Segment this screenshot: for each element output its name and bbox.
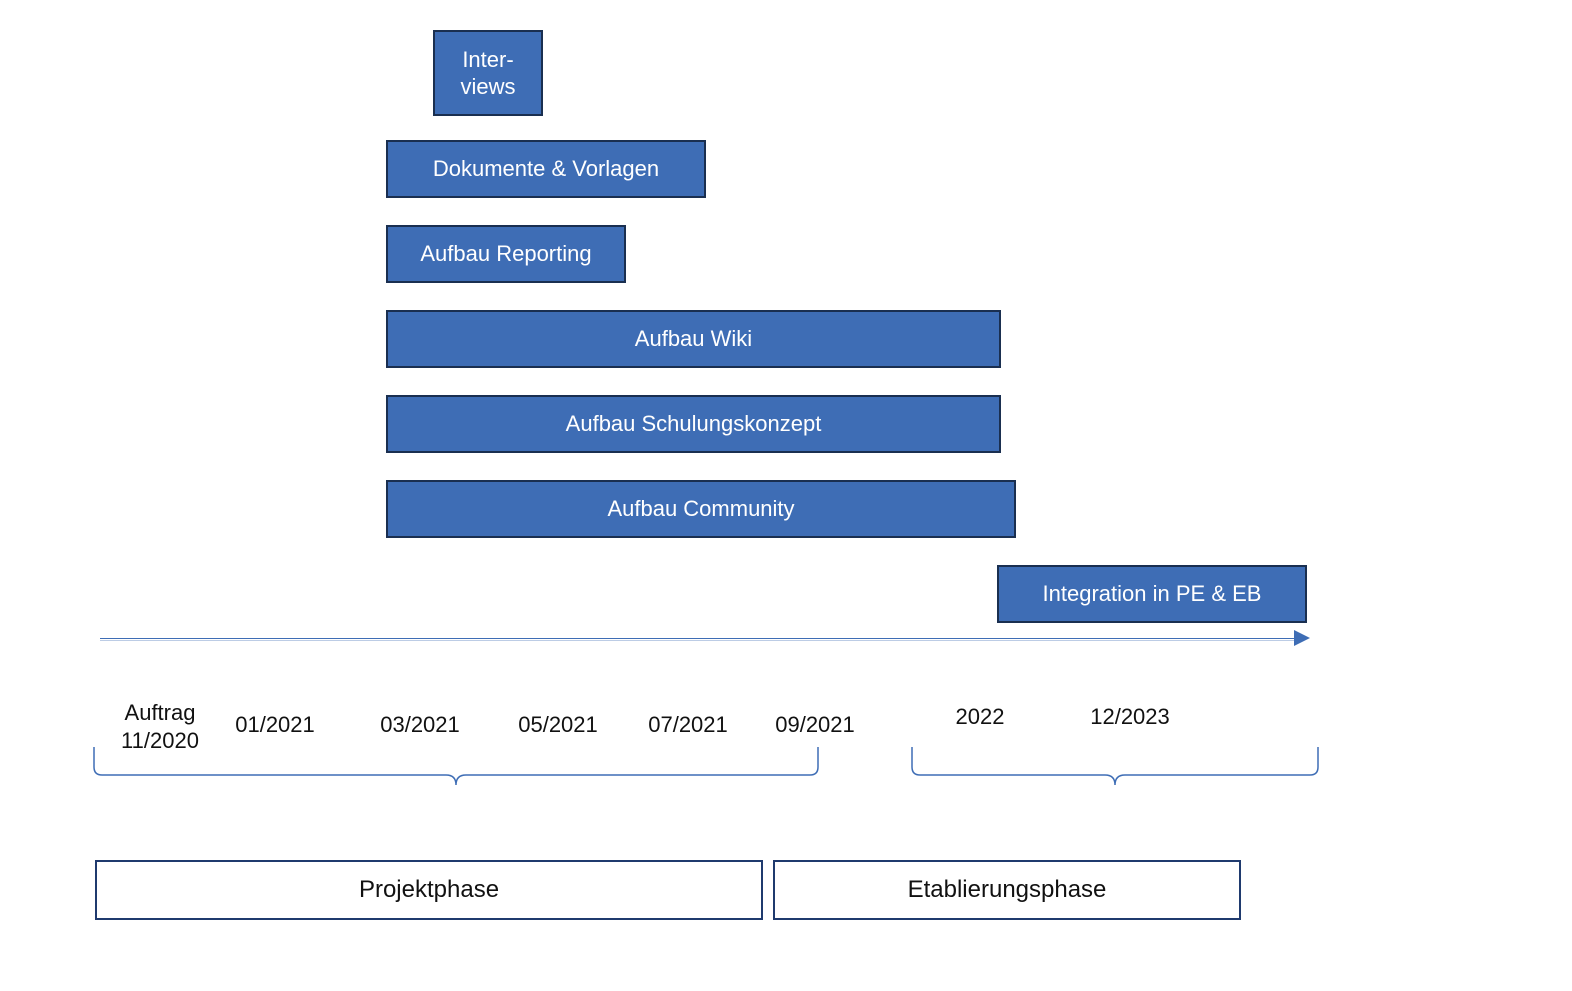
- timeline-axis: [100, 638, 1296, 639]
- bar-dokumente: Dokumente & Vorlagen: [386, 140, 706, 198]
- tick-2022: 2022: [940, 674, 1020, 731]
- phase-label: Projektphase: [359, 876, 499, 904]
- tick-07-2021: 07/2021: [638, 682, 738, 739]
- bar-label: Aufbau Wiki: [635, 325, 752, 353]
- bracket-etablierungsphase: [910, 745, 1320, 805]
- bar-interviews: Inter- views: [433, 30, 543, 116]
- bar-community: Aufbau Community: [386, 480, 1016, 538]
- phase-etablierungsphase: Etablierungsphase: [773, 860, 1241, 920]
- bracket-projektphase: [92, 745, 820, 805]
- tick-09-2021: 09/2021: [765, 682, 865, 739]
- bar-label: Inter- views: [460, 46, 515, 101]
- timeline-arrow-icon: [1294, 630, 1310, 646]
- tick-01-2021: 01/2021: [225, 682, 325, 739]
- bar-label: Aufbau Reporting: [420, 240, 591, 268]
- bar-schulung: Aufbau Schulungskonzept: [386, 395, 1001, 453]
- phase-projektphase: Projektphase: [95, 860, 763, 920]
- tick-05-2021: 05/2021: [508, 682, 608, 739]
- bar-label: Aufbau Community: [607, 495, 794, 523]
- tick-auftrag: Auftrag 11/2020: [110, 670, 210, 756]
- tick-12-2023: 12/2023: [1080, 674, 1180, 731]
- bar-label: Dokumente & Vorlagen: [433, 155, 659, 183]
- bar-integration: Integration in PE & EB: [997, 565, 1307, 623]
- tick-03-2021: 03/2021: [370, 682, 470, 739]
- phase-label: Etablierungsphase: [908, 876, 1107, 904]
- bar-label: Integration in PE & EB: [1043, 580, 1262, 608]
- bar-wiki: Aufbau Wiki: [386, 310, 1001, 368]
- timeline-axis-shadow: [100, 640, 1296, 641]
- bar-label: Aufbau Schulungskonzept: [566, 410, 822, 438]
- bar-reporting: Aufbau Reporting: [386, 225, 626, 283]
- gantt-timeline: Inter- views Dokumente & Vorlagen Aufbau…: [100, 30, 1420, 950]
